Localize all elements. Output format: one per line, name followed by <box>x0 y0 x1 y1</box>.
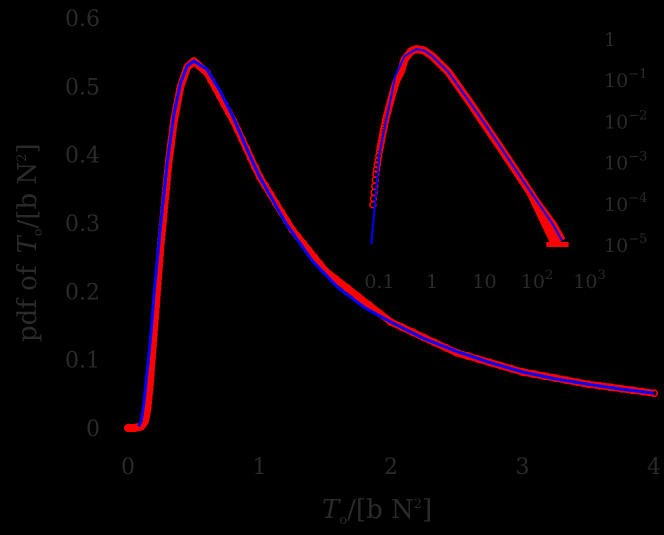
inset-data-point-marker <box>372 170 380 178</box>
theory-curve <box>137 59 655 428</box>
inset-x-tick-label: 0.1 <box>364 271 394 293</box>
y-tick-label: 0.4 <box>65 144 100 169</box>
inset-y-axis-ticks: 1 10−1 10−2 10−3 10−4 10−5 <box>604 29 647 257</box>
y-tick-label: 0.5 <box>65 75 100 100</box>
x-tick-label: 1 <box>253 455 267 480</box>
inset-loglog-plot: 0.1 1 10 102 103 1 10−1 10−2 10−3 10−4 10−5 <box>364 29 647 293</box>
inset-y-tick-label: 1 <box>604 29 616 51</box>
inset-x-tick-label: 103 <box>573 268 605 293</box>
y-axis-ticks: 0 0.1 0.2 0.3 0.4 0.5 0.6 <box>65 7 100 442</box>
inset-y-tick-label: 10−4 <box>604 191 647 216</box>
x-tick-label: 2 <box>384 455 398 480</box>
y-tick-label: 0.1 <box>65 349 100 374</box>
inset-y-tick-label: 10−3 <box>604 150 647 175</box>
inset-theory-curve <box>370 48 563 245</box>
inset-y-tick-label: 10−5 <box>604 232 647 257</box>
x-axis-ticks: 0 1 2 3 4 <box>121 455 661 480</box>
inset-x-axis-ticks: 0.1 1 10 102 103 <box>364 268 605 293</box>
y-tick-label: 0.6 <box>65 7 100 32</box>
inset-noise-floor <box>546 242 569 247</box>
y-axis-label: pdf ofTo/[b N2] <box>13 143 46 342</box>
inset-y-tick-label: 10−1 <box>604 67 647 92</box>
inset-y-tick-label: 10−2 <box>604 108 647 133</box>
inset-data-point-marker <box>372 165 381 174</box>
x-tick-label: 3 <box>516 455 530 480</box>
main-plot-area <box>124 57 658 432</box>
inset-x-tick-label: 10 <box>472 271 496 293</box>
x-axis-label: To/[b N2] <box>322 495 432 528</box>
inset-x-tick-label: 1 <box>426 271 438 293</box>
inset-noise-tail <box>509 158 563 244</box>
x-tick-label: 0 <box>121 455 135 480</box>
inset-x-tick-label: 102 <box>521 268 553 293</box>
y-tick-label: 0.3 <box>65 212 100 237</box>
y-tick-label: 0.2 <box>65 280 100 305</box>
y-tick-label: 0 <box>86 417 100 442</box>
x-tick-label: 4 <box>647 455 661 480</box>
